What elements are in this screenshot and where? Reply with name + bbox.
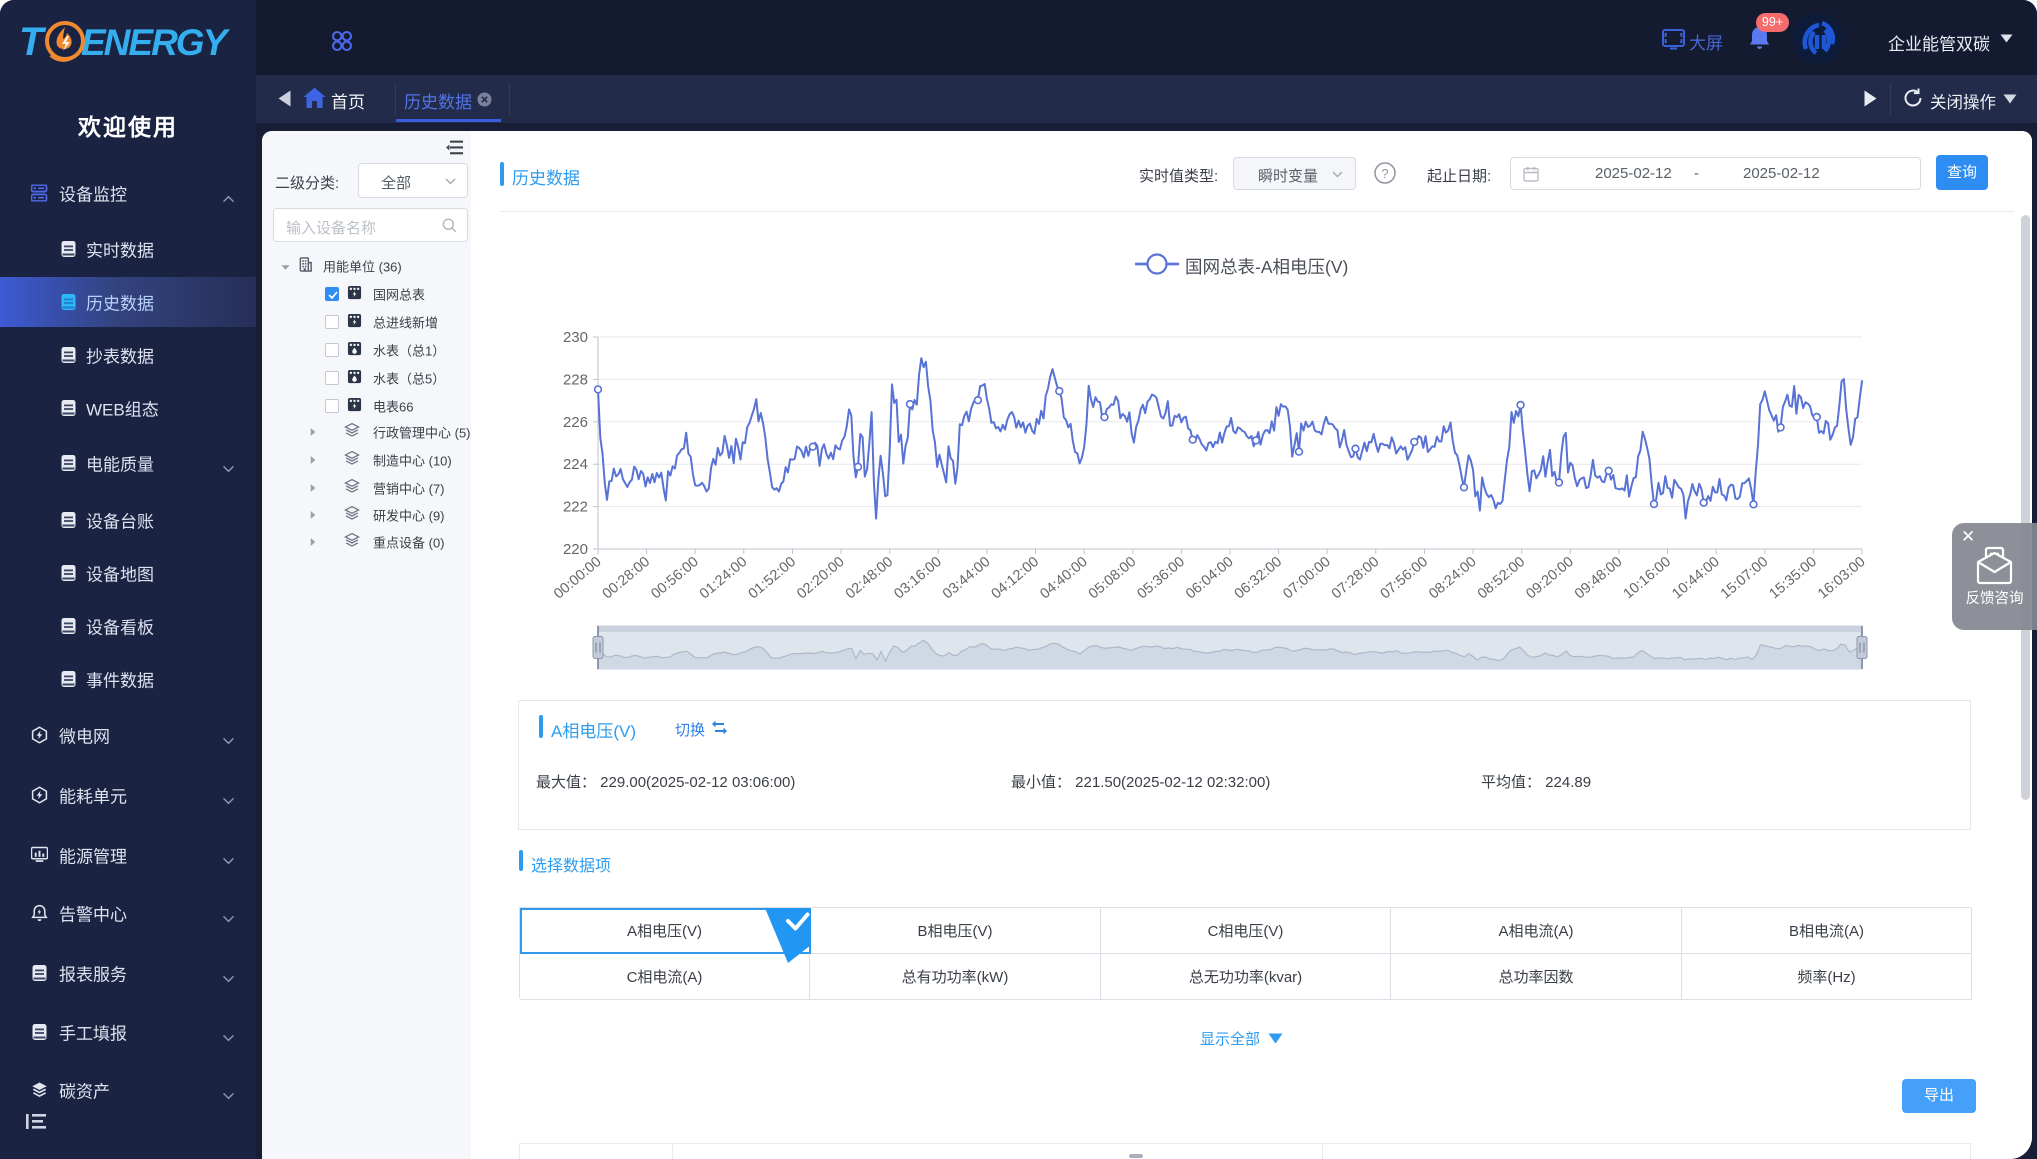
svg-text:00:28:00: 00:28:00 xyxy=(600,554,654,603)
svg-text:00:00:00: 00:00:00 xyxy=(551,554,605,603)
svg-text:08:24:00: 08:24:00 xyxy=(1426,554,1480,603)
svg-text:228: 228 xyxy=(563,371,588,388)
svg-text:01:24:00: 01:24:00 xyxy=(697,554,751,603)
svg-text:08:52:00: 08:52:00 xyxy=(1475,554,1529,603)
svg-text:09:20:00: 09:20:00 xyxy=(1523,554,1577,603)
svg-text:06:32:00: 06:32:00 xyxy=(1232,554,1286,603)
svg-text:09:48:00: 09:48:00 xyxy=(1572,554,1626,603)
svg-text:01:52:00: 01:52:00 xyxy=(746,554,800,603)
svg-text:02:20:00: 02:20:00 xyxy=(794,554,848,603)
svg-text:05:08:00: 05:08:00 xyxy=(1086,554,1140,603)
svg-text:230: 230 xyxy=(563,329,588,346)
svg-text:T: T xyxy=(21,20,47,64)
svg-text:15:35:00: 15:35:00 xyxy=(1766,554,1820,603)
svg-text:03:16:00: 03:16:00 xyxy=(891,554,945,603)
svg-text:10:16:00: 10:16:00 xyxy=(1621,554,1675,603)
svg-text:03:44:00: 03:44:00 xyxy=(940,554,994,603)
svg-text:ENERGY: ENERGY xyxy=(81,22,231,63)
svg-text:224: 224 xyxy=(563,456,588,473)
svg-text:02:48:00: 02:48:00 xyxy=(843,554,897,603)
svg-text:06:04:00: 06:04:00 xyxy=(1183,554,1237,603)
svg-text:07:00:00: 07:00:00 xyxy=(1280,554,1334,603)
svg-text:16:03:00: 16:03:00 xyxy=(1815,554,1869,603)
svg-text:07:28:00: 07:28:00 xyxy=(1329,554,1383,603)
svg-text:226: 226 xyxy=(563,414,588,431)
svg-text:04:12:00: 04:12:00 xyxy=(989,554,1043,603)
svg-text:220: 220 xyxy=(563,541,588,558)
svg-text:?: ? xyxy=(1381,166,1388,181)
svg-text:10:44:00: 10:44:00 xyxy=(1669,554,1723,603)
svg-text:07:56:00: 07:56:00 xyxy=(1378,554,1432,603)
svg-text:05:36:00: 05:36:00 xyxy=(1134,554,1188,603)
svg-text:222: 222 xyxy=(563,499,588,516)
svg-text:00:56:00: 00:56:00 xyxy=(648,554,702,603)
svg-text:04:40:00: 04:40:00 xyxy=(1037,554,1091,603)
svg-text:15:07:00: 15:07:00 xyxy=(1718,554,1772,603)
